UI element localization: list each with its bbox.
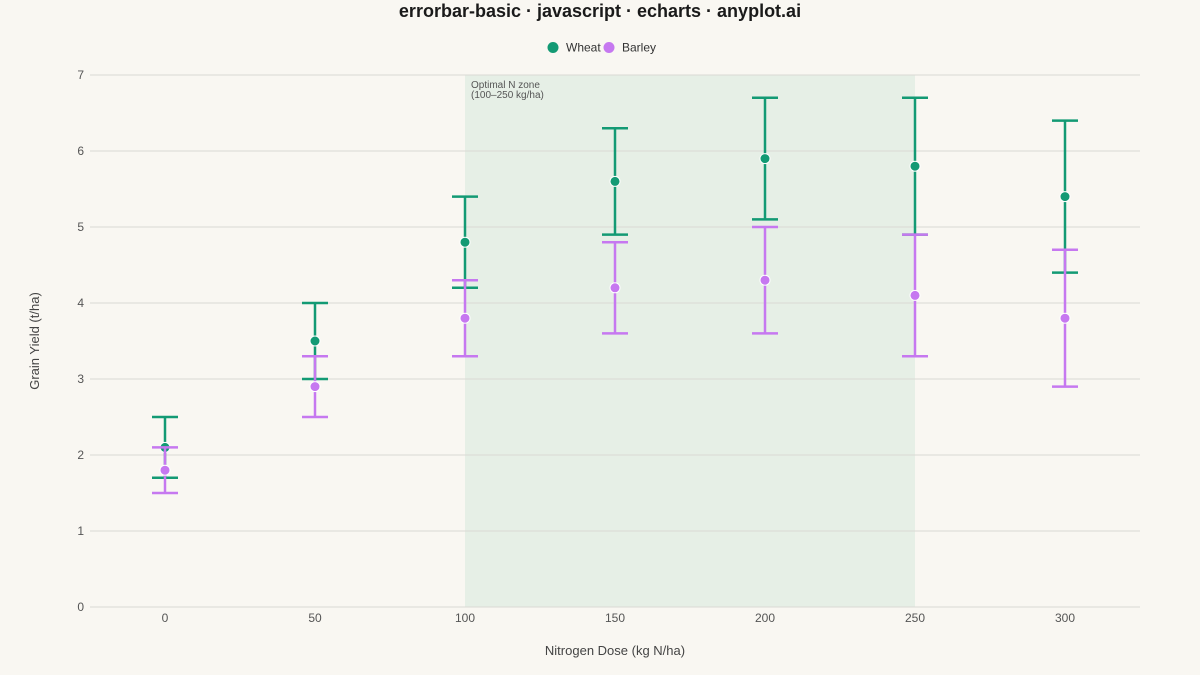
y-tick-label: 1 — [77, 524, 84, 538]
chart-title: errorbar-basic · javascript · echarts · … — [399, 1, 801, 21]
barley-point — [759, 274, 771, 286]
y-axis-title: Grain Yield (t/ha) — [27, 292, 42, 390]
barley-point — [1059, 312, 1071, 324]
legend-label-wheat: Wheat — [566, 41, 601, 55]
wheat-point — [459, 236, 471, 248]
y-tick-label: 5 — [77, 220, 84, 234]
x-tick-label: 0 — [162, 611, 169, 625]
x-tick-label: 100 — [455, 611, 475, 625]
legend-item-barley[interactable]: Barley — [603, 41, 657, 55]
series-barley — [152, 225, 1078, 495]
wheat-point — [1059, 191, 1071, 203]
wheat-point — [759, 153, 771, 165]
series-group — [152, 96, 1078, 495]
x-tick-label: 300 — [1055, 611, 1075, 625]
x-axis-title: Nitrogen Dose (kg N/ha) — [545, 643, 685, 658]
y-tick-label: 7 — [77, 68, 84, 82]
x-axis-ticks: 0 50 100 150 200 250 300 — [162, 611, 1076, 625]
barley-point — [159, 464, 171, 476]
y-tick-label: 6 — [77, 144, 84, 158]
x-tick-label: 50 — [308, 611, 322, 625]
barley-point — [609, 282, 621, 294]
legend-marker-wheat — [547, 42, 559, 53]
optimal-zone-rect — [465, 75, 915, 607]
legend-label-barley: Barley — [622, 41, 656, 55]
barley-point — [459, 312, 471, 324]
wheat-point — [909, 160, 921, 172]
wheat-point — [609, 175, 621, 187]
y-tick-label: 0 — [77, 600, 84, 614]
y-tick-label: 2 — [77, 448, 84, 462]
x-tick-label: 200 — [755, 611, 775, 625]
x-tick-label: 250 — [905, 611, 925, 625]
optimal-zone-range-label: (100–250 kg/ha) — [471, 90, 544, 101]
barley-point — [309, 381, 321, 393]
legend[interactable]: Wheat Barley — [547, 41, 657, 55]
wheat-point — [309, 335, 321, 347]
barley-point — [909, 289, 921, 301]
y-tick-label: 3 — [77, 372, 84, 386]
optimal-zone-band: Optimal N zone (100–250 kg/ha) — [465, 75, 915, 607]
x-tick-label: 150 — [605, 611, 625, 625]
legend-marker-barley — [603, 42, 615, 53]
y-gridlines — [90, 74, 1140, 608]
y-tick-label: 4 — [77, 296, 84, 310]
legend-item-wheat[interactable]: Wheat — [547, 41, 602, 55]
optimal-zone-label: Optimal N zone — [471, 80, 540, 91]
y-axis-ticks: 0 1 2 3 4 5 6 7 — [77, 68, 84, 614]
